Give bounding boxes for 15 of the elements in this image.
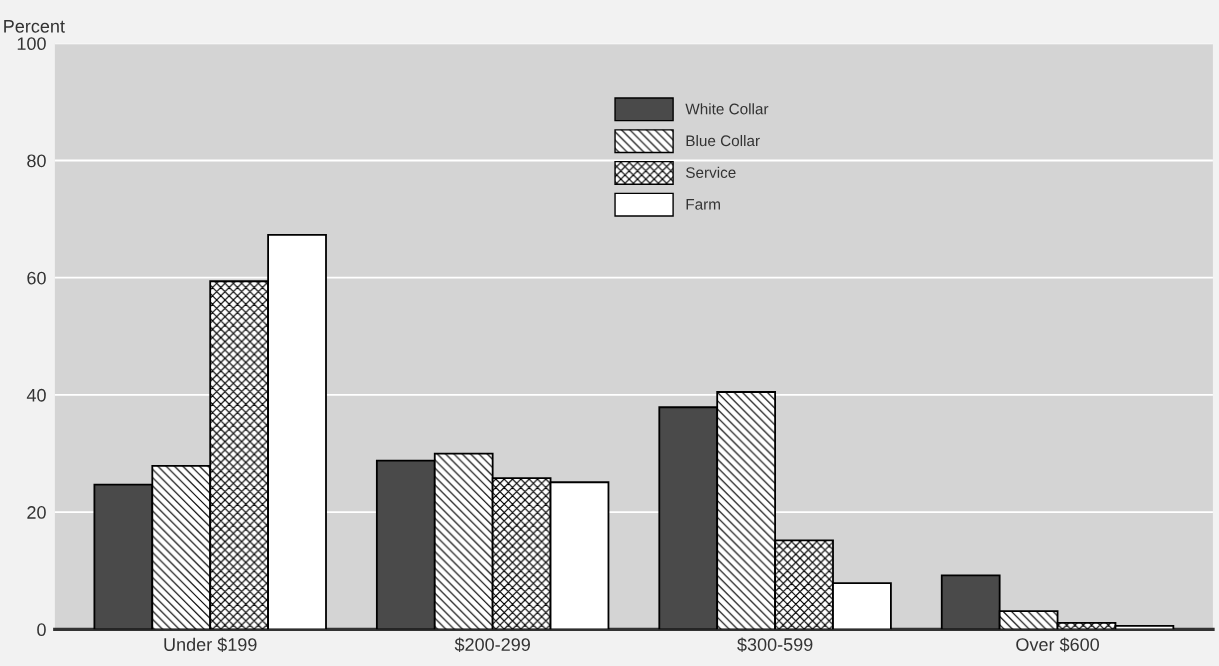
legend-label: Farm (686, 199, 720, 210)
x-tick-label: $300-599 (737, 637, 813, 653)
y-tick-label: 60 (27, 271, 46, 285)
x-tick-label: $200-299 (454, 637, 530, 653)
y-tick-label: 80 (27, 154, 46, 168)
y-tick-label: 0 (37, 623, 46, 637)
legend-label: Service (686, 166, 736, 178)
legend-label: White Collar (685, 103, 769, 115)
legend-label: Blue Collar (686, 134, 760, 147)
x-tick-label: Over $600 (1016, 637, 1100, 653)
x-tick-label: Under $199 (164, 637, 257, 653)
y-axis-title: Percent (4, 20, 65, 33)
y-tick-label: 20 (27, 506, 46, 519)
y-tick-label: 100 (17, 37, 46, 51)
y-tick-label: 40 (26, 388, 46, 402)
